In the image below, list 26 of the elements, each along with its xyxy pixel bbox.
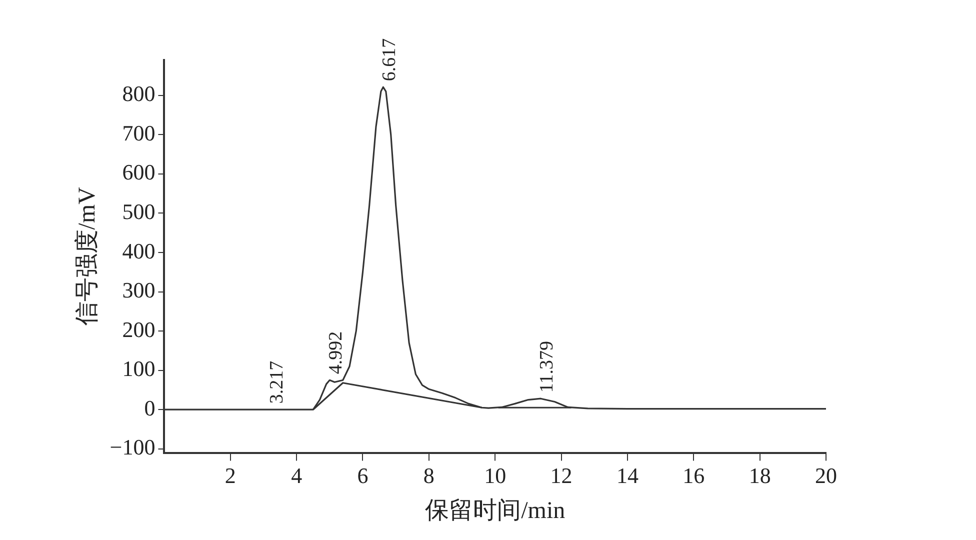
y-axis-title: 信号强度/mV [74,186,101,326]
y-tick-label: 200 [122,316,156,342]
annotation: 4.992 [325,331,346,374]
x-tick-label: 14 [616,462,638,488]
x-axis-title: 保留时间/min [425,498,566,524]
y-tick-label: 100 [122,356,156,382]
y-tick-label: 300 [122,278,156,303]
y-tick-label: −100 [110,434,156,460]
y-tick-label: 700 [122,120,156,146]
y-tick-label: 600 [122,160,156,185]
x-tick-label: 8 [423,462,434,488]
x-tick-label: 2 [224,462,236,488]
x-tick-label: 4 [291,462,302,488]
x-tick-label: 16 [682,462,705,488]
x-tick-label: 20 [815,462,837,488]
x-tick-label: 18 [748,462,771,488]
annotation: 3.217 [266,360,288,404]
y-tick-label: 800 [122,81,156,106]
annotation: 6.617 [379,38,400,82]
y-tick-label: 0 [144,395,156,420]
x-tick-label: 10 [484,462,506,488]
y-tick-label: 500 [122,198,156,224]
y-tick-label: 400 [122,238,156,264]
x-tick-label: 12 [550,462,572,488]
annotation: 11.379 [536,341,558,393]
x-tick-label: 6 [357,462,368,488]
